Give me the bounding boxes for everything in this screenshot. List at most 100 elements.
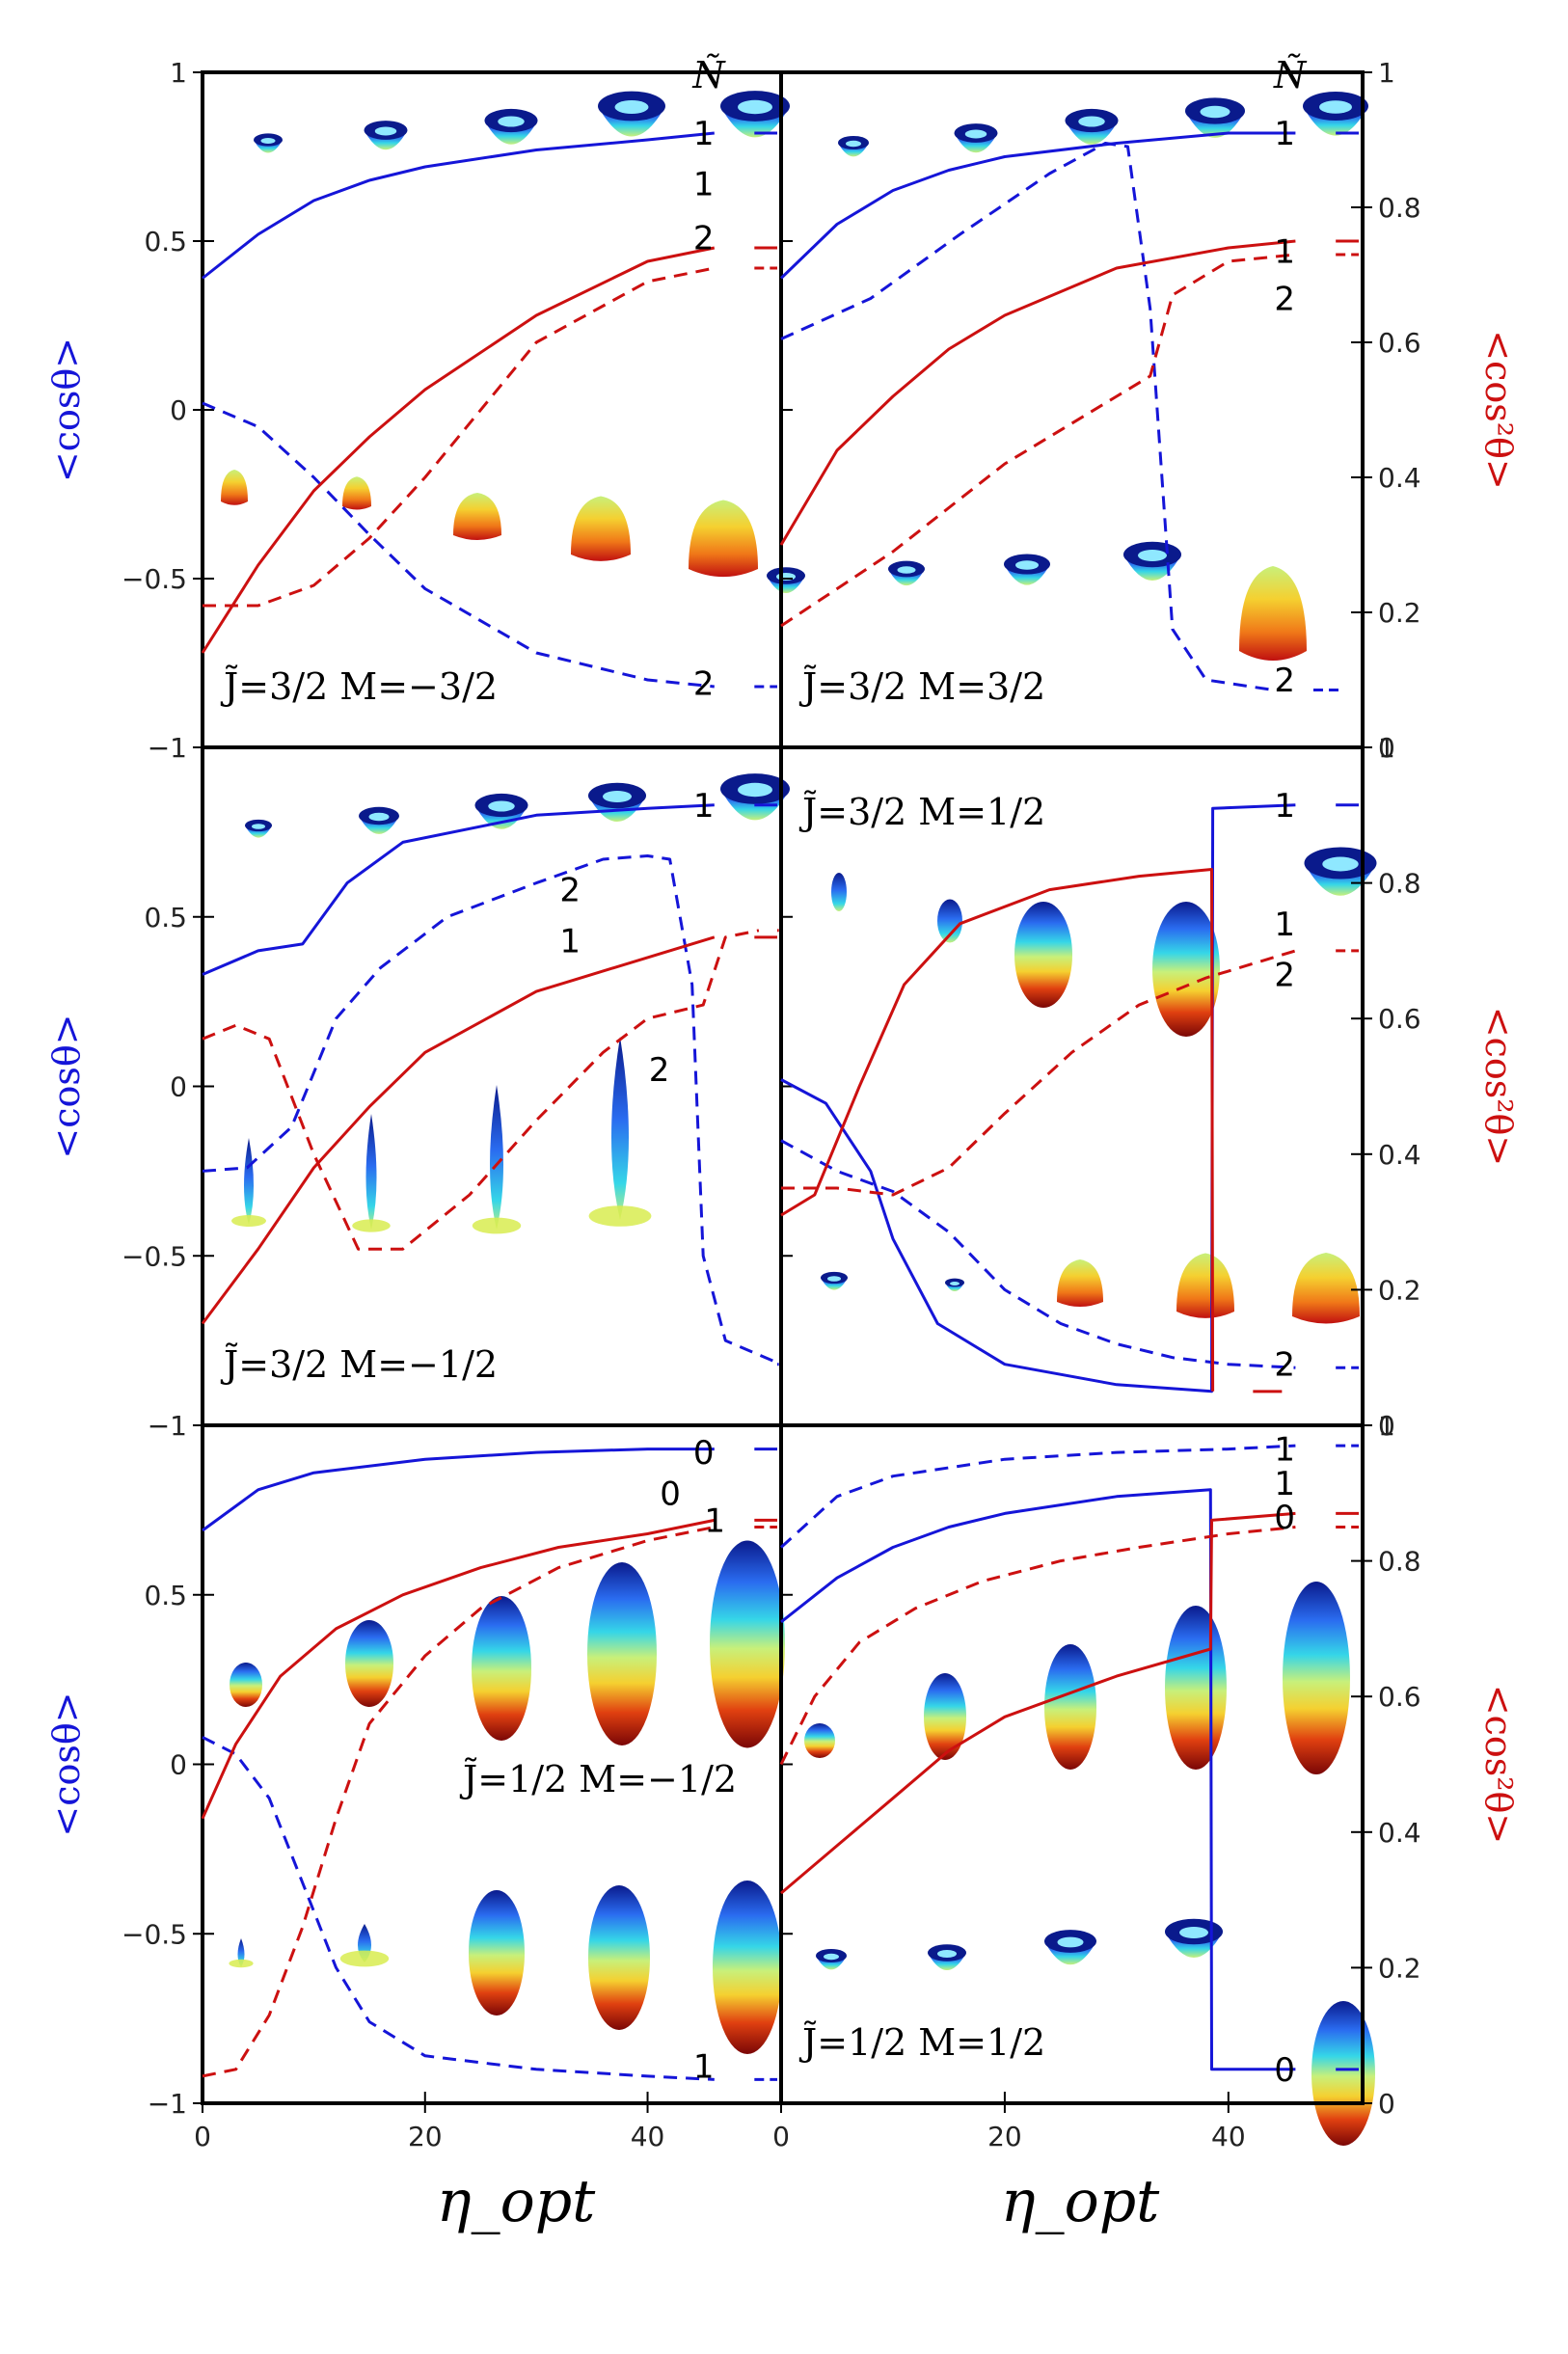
panel-6-ntilde-value-label: 0: [1274, 1499, 1295, 1537]
orbital-egg-p5-big-1: [588, 1885, 650, 2030]
panel-6-xtick-label: 20: [987, 2121, 1022, 2152]
panel-4-group: 1 0.8 0.6 0.4 0.2 0 <cos²θ> 1 1 2 2 J̃=3/2 M=1/2: [779, 732, 1520, 1442]
orbital-cap-p6-3-hole: [1179, 1927, 1208, 1938]
panel-4-series-cos2-solid: [780, 868, 1215, 1392]
panel-4-title: J̃=3/2 M=1/2: [798, 791, 1045, 833]
panel-3-group: 0.5 0 −0.5 −1 <cosθ> 1 2 1 2 J̃=3/2 M=−1/2: [45, 745, 783, 1442]
orbital-dome-p2-0: [1239, 566, 1307, 661]
panel-4-series-cos-dashed: [780, 1139, 1296, 1369]
panel-4-series-cos2-dashed: [781, 949, 1296, 1197]
panel-2-ntilde-value-label: 2: [1274, 281, 1295, 319]
panel-1-ylabel-left: <cosθ>: [45, 338, 88, 482]
orbital-egg-p4-big-0: [1014, 902, 1072, 1008]
panel-6-xtick-label: 40: [1211, 2121, 1246, 2152]
panel-3-series-cos2-dashed: [202, 929, 760, 1251]
panel-3-ytick-label-left: −1: [148, 1410, 187, 1442]
panel-2-ntilde-value-label: 1: [1274, 115, 1295, 153]
panel-1-ntilde-header: Ñ: [691, 54, 726, 96]
orbital-cap-p3-1: [359, 806, 399, 834]
panel-4-ytick-label-right: 1: [1378, 732, 1395, 764]
panel-5-ntilde-value-label: 1: [693, 2047, 715, 2086]
panel-6-series-cos2-dashed: [779, 1526, 1296, 1766]
orbital-dome-p4-0: [1057, 1259, 1103, 1307]
orbital-dome-p4-2: [1292, 1253, 1360, 1324]
panel-6-ytick-label-right: 0.6: [1378, 1681, 1421, 1713]
orbital-cap-p6-2-hole: [1057, 1936, 1084, 1948]
panel-2-series-cos-solid: [779, 131, 1296, 280]
orbital-ring-p2-2-hole: [1015, 560, 1039, 570]
panel-6-ylabel-right: <cos²θ>: [1477, 1685, 1520, 1844]
orbital-egg-p4-1: [937, 899, 962, 943]
panel-1-ntilde-value-label: 1: [693, 166, 715, 204]
orbital-drop-p3-2: [490, 1085, 503, 1230]
panel-2-ytick-label-right: 0.6: [1378, 327, 1421, 359]
orbital-ring-p2-1-hole: [897, 566, 916, 574]
orbital-cap-p1-4: [720, 91, 790, 138]
panel-4-ntilde-value-label: 2: [1274, 1346, 1295, 1385]
panel-3-ntilde-value-label: 1: [693, 787, 715, 825]
panel-4-ytick-label-right: 0.8: [1378, 868, 1421, 900]
panel-1-ntilde-value-label: 2: [693, 665, 715, 704]
orbital-small-p1-1: [342, 476, 371, 510]
panel-2-ytick-label-right: 0.2: [1378, 597, 1421, 629]
panel-5-title: J̃=1/2 M=−1/2: [459, 1758, 737, 1800]
panel-1-series-cos-solid: [202, 131, 715, 280]
panel-6-ytick-label-right: 1: [1378, 1410, 1395, 1442]
orbital-small-p4-1: [945, 1278, 964, 1291]
orbital-egg-p5-big-0: [469, 1890, 525, 2016]
panel-4-ntilde-value-label: 1: [1274, 787, 1295, 825]
panel-3-frame: [201, 745, 783, 1427]
panel-3-ntilde-value-label: 1: [559, 922, 581, 961]
orbital-egg-p5-4: [710, 1540, 785, 1748]
orbital-ring-p2-2: [1004, 554, 1050, 585]
panel-2-ytick-label-right: 1: [1378, 57, 1395, 89]
orbital-cap-p1-2-hole: [498, 116, 525, 127]
panel-3-series-cos-solid: [202, 803, 715, 976]
panel-5-ytick-label-left: −0.5: [122, 1918, 187, 1950]
panel-5-ntilde-value-label: 1: [704, 1502, 725, 1540]
panel-5-series-cos2-dashed: [202, 1526, 716, 2078]
orbital-ring-p2-0: [767, 567, 805, 593]
orbital-cap-p1-0: [254, 133, 283, 153]
orbital-drop-p3-3: [611, 1037, 629, 1220]
panel-1-group: 1 0.5 0 −0.5 −1 <cosθ> 1 1 2 2 Ñ J̃=3/2 M=−3/2: [45, 54, 783, 764]
panel-5-ntilde-value-label: 0: [660, 1475, 681, 1513]
panel-6-xtick-label: 0: [772, 2121, 790, 2152]
panel-5-ntilde-value-label: 0: [693, 1434, 715, 1473]
orbital-small-p4-1-hole: [950, 1282, 960, 1285]
orbital-cap-p4-hole: [1322, 856, 1359, 872]
panel-1-ntilde-value-label: 1: [693, 115, 715, 153]
orbital-cap-p3-0-hole: [252, 824, 265, 829]
orbital-cap-p6-0-hole: [824, 1953, 839, 1961]
orbital-small-p1-0: [221, 470, 248, 505]
orbital-cap-p4: [1304, 847, 1377, 896]
panel-2-ytick-label-right: 0.8: [1378, 192, 1421, 224]
orbital-cap-p2-3-hole: [1200, 105, 1230, 119]
orbital-cap-p2-4: [1303, 92, 1368, 136]
panel-4-ytick-label-right: 0: [1378, 1410, 1395, 1442]
panel-3-ytick-label-left: −0.5: [122, 1240, 187, 1272]
orbital-cap-p3-1-hole: [368, 812, 390, 822]
orbital-cap-p6-1-hole: [937, 1950, 957, 1958]
panel-4-ytick-label-right: 0.2: [1378, 1274, 1421, 1306]
orbital-drop-p3-2-ring: [472, 1217, 522, 1234]
panel-4-ntilde-value-label: 2: [1274, 957, 1295, 995]
panel-2-ntilde-value-label: 2: [1274, 662, 1295, 700]
orbital-small-p4-0-hole: [827, 1276, 841, 1282]
orbital-cap-p6-2: [1044, 1930, 1096, 1965]
panel-5-ytick-label-left: 0.5: [144, 1580, 187, 1611]
orbital-drop-p3-1-ring: [352, 1219, 391, 1232]
panel-6-series-cos-dashed: [779, 1444, 1296, 1549]
orbital-cap-p1-3: [598, 91, 665, 137]
orbital-egg-p6-2: [1044, 1644, 1096, 1770]
orbital-egg-p6-0: [804, 1723, 835, 1758]
panel-5-ytick-label-left: −1: [148, 2088, 187, 2120]
orbital-egg-p5-1: [345, 1620, 393, 1707]
panel-2-ylabel-right: <cos²θ>: [1477, 330, 1520, 489]
panel-6-ntilde-value-label: 1: [1274, 1465, 1295, 1503]
orbital-dome-p1-2: [689, 500, 758, 578]
panel-5-ylabel-left: <cosθ>: [45, 1691, 88, 1836]
orbital-drop-p3-3-ring: [588, 1205, 652, 1227]
